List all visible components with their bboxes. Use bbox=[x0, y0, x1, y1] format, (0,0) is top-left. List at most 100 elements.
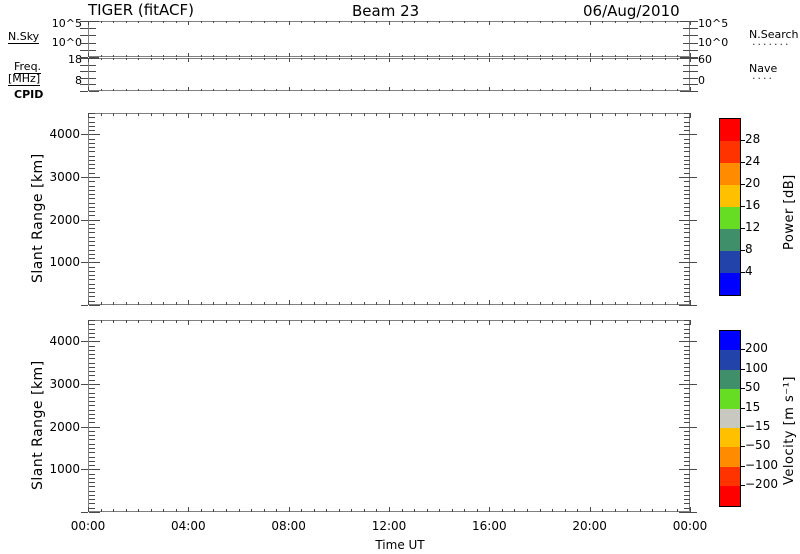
nsky-xtick-bottom bbox=[138, 54, 140, 57]
freq-xtick bbox=[652, 58, 654, 61]
freq-xtick bbox=[363, 58, 365, 61]
power-ytick-left-out bbox=[81, 219, 88, 221]
power-xtick-bottom bbox=[627, 302, 629, 305]
velocity-xtick-bottom bbox=[614, 509, 616, 512]
nsky-xtick-bottom bbox=[526, 54, 528, 57]
nsky-axis-label: N.Sky bbox=[8, 30, 40, 44]
nsky-ytick-right-out bbox=[690, 42, 698, 44]
power-ytick-left bbox=[89, 245, 95, 247]
velocity-ytick-right bbox=[684, 405, 690, 407]
power-xtick-bottom bbox=[338, 302, 340, 305]
power-ytick-left bbox=[89, 305, 100, 306]
power-ytick-label: 2000 bbox=[49, 212, 80, 227]
freq-xtick bbox=[589, 58, 591, 62]
velocity-ytick-left bbox=[89, 512, 100, 513]
date-title: 06/Aug/2010 bbox=[583, 2, 680, 20]
velocity-ytick-right bbox=[684, 422, 690, 424]
velocity-xtick-bottom bbox=[526, 509, 528, 512]
nsky-ytick-left-out bbox=[80, 28, 88, 30]
freq-xtick-bottom bbox=[150, 88, 152, 91]
nsky-xtick-bottom bbox=[351, 54, 353, 57]
freq-ytick-left-out bbox=[80, 91, 88, 92]
nsky-xtick bbox=[200, 21, 202, 24]
freq-ytick-left bbox=[89, 84, 96, 86]
power-ytick-right bbox=[684, 138, 690, 140]
freq-xtick-bottom bbox=[539, 88, 541, 91]
power-xtick-bottom bbox=[163, 302, 165, 305]
power-xtick-bottom bbox=[514, 302, 516, 305]
power-ytick-right bbox=[684, 232, 690, 234]
nsky-xtick bbox=[225, 21, 227, 24]
freq-xtick bbox=[351, 58, 353, 61]
colorbar-tick bbox=[741, 272, 745, 273]
freq-xtick bbox=[263, 58, 265, 61]
velocity-xtick-bottom bbox=[476, 509, 478, 512]
velocity-colorbar-tick-label: −200 bbox=[745, 477, 778, 492]
power-colorbar-tick-label: 24 bbox=[745, 154, 761, 168]
nsky-xtick-bottom bbox=[677, 54, 679, 57]
power-ytick-right bbox=[684, 211, 690, 213]
velocity-ytick-right bbox=[679, 384, 690, 385]
nsky-xtick-bottom bbox=[88, 53, 89, 57]
nsky-xtick bbox=[577, 21, 579, 24]
freq-ytick-left-out bbox=[80, 84, 88, 86]
power-xtick-top bbox=[251, 113, 253, 116]
power-xtick-bottom bbox=[664, 302, 666, 305]
nsky-xtick-bottom bbox=[125, 54, 127, 57]
velocity-xtick-bottom bbox=[150, 509, 152, 512]
freq-axis-label-line1: Freq. bbox=[14, 60, 42, 74]
velocity-ytick-left bbox=[89, 405, 95, 407]
colorbar-band bbox=[720, 141, 740, 163]
colorbar-tick bbox=[741, 407, 745, 409]
colorbar-band bbox=[720, 273, 740, 295]
power-ytick-left bbox=[89, 155, 95, 157]
velocity-ytick-right bbox=[684, 456, 690, 458]
nsky-xtick-bottom bbox=[577, 54, 579, 57]
power-ytick-right-out bbox=[690, 305, 697, 306]
freq-xtick bbox=[288, 58, 290, 62]
velocity-ytick-right bbox=[684, 337, 690, 339]
power-xtick-bottom bbox=[251, 302, 253, 305]
colorbar-tick bbox=[741, 206, 745, 207]
velocity-ytick-right bbox=[684, 490, 690, 492]
freq-ytick-right-out bbox=[690, 91, 698, 92]
power-ytick-right-out bbox=[690, 134, 697, 136]
velocity-colorbar-tick-label: 100 bbox=[745, 360, 768, 375]
freq-xtick-bottom bbox=[652, 88, 654, 91]
power-ytick-left bbox=[89, 130, 95, 132]
nsky-xtick-bottom bbox=[414, 54, 416, 57]
power-ytick-right bbox=[684, 181, 690, 183]
velocity-ytick-left bbox=[89, 469, 100, 471]
power-xtick-top bbox=[677, 113, 679, 116]
freq-xtick-bottom bbox=[677, 88, 679, 91]
velocity-colorbar-title: Velocity [m s⁻¹] bbox=[782, 376, 797, 485]
velocity-ytick-label: 4000 bbox=[49, 334, 80, 349]
nsky-xtick bbox=[351, 21, 353, 24]
nsky-ytick-bottom: 10^0 bbox=[51, 36, 82, 49]
power-ytick-left bbox=[89, 202, 95, 204]
velocity-xtick-top bbox=[652, 320, 654, 323]
power-colorbar-title: Power [dB] bbox=[782, 174, 797, 250]
power-ytick-left bbox=[89, 279, 95, 281]
power-ytick-left bbox=[89, 164, 95, 166]
freq-xtick bbox=[539, 58, 541, 61]
colorbar-tick bbox=[741, 368, 745, 370]
power-xtick-bottom bbox=[501, 302, 503, 305]
power-ytick-right bbox=[684, 206, 690, 208]
power-xtick-bottom bbox=[326, 302, 328, 305]
power-xtick-bottom bbox=[113, 302, 115, 305]
nsky-xtick bbox=[389, 21, 390, 25]
power-ytick-right bbox=[684, 292, 690, 294]
power-xtick-top bbox=[414, 113, 416, 116]
velocity-xtick-bottom bbox=[652, 509, 654, 512]
freq-xtick bbox=[276, 58, 278, 61]
nsearch-legend-label: N.Search bbox=[749, 28, 799, 41]
velocity-ytick-left bbox=[89, 413, 95, 415]
velocity-xtick-top bbox=[251, 320, 253, 323]
freq-xtick-bottom bbox=[138, 88, 140, 91]
velocity-xtick-top bbox=[414, 320, 416, 323]
colorbar-band bbox=[720, 185, 740, 207]
power-xtick-bottom bbox=[351, 302, 353, 305]
power-xtick-top bbox=[288, 113, 290, 118]
freq-xtick-bottom bbox=[664, 88, 666, 91]
